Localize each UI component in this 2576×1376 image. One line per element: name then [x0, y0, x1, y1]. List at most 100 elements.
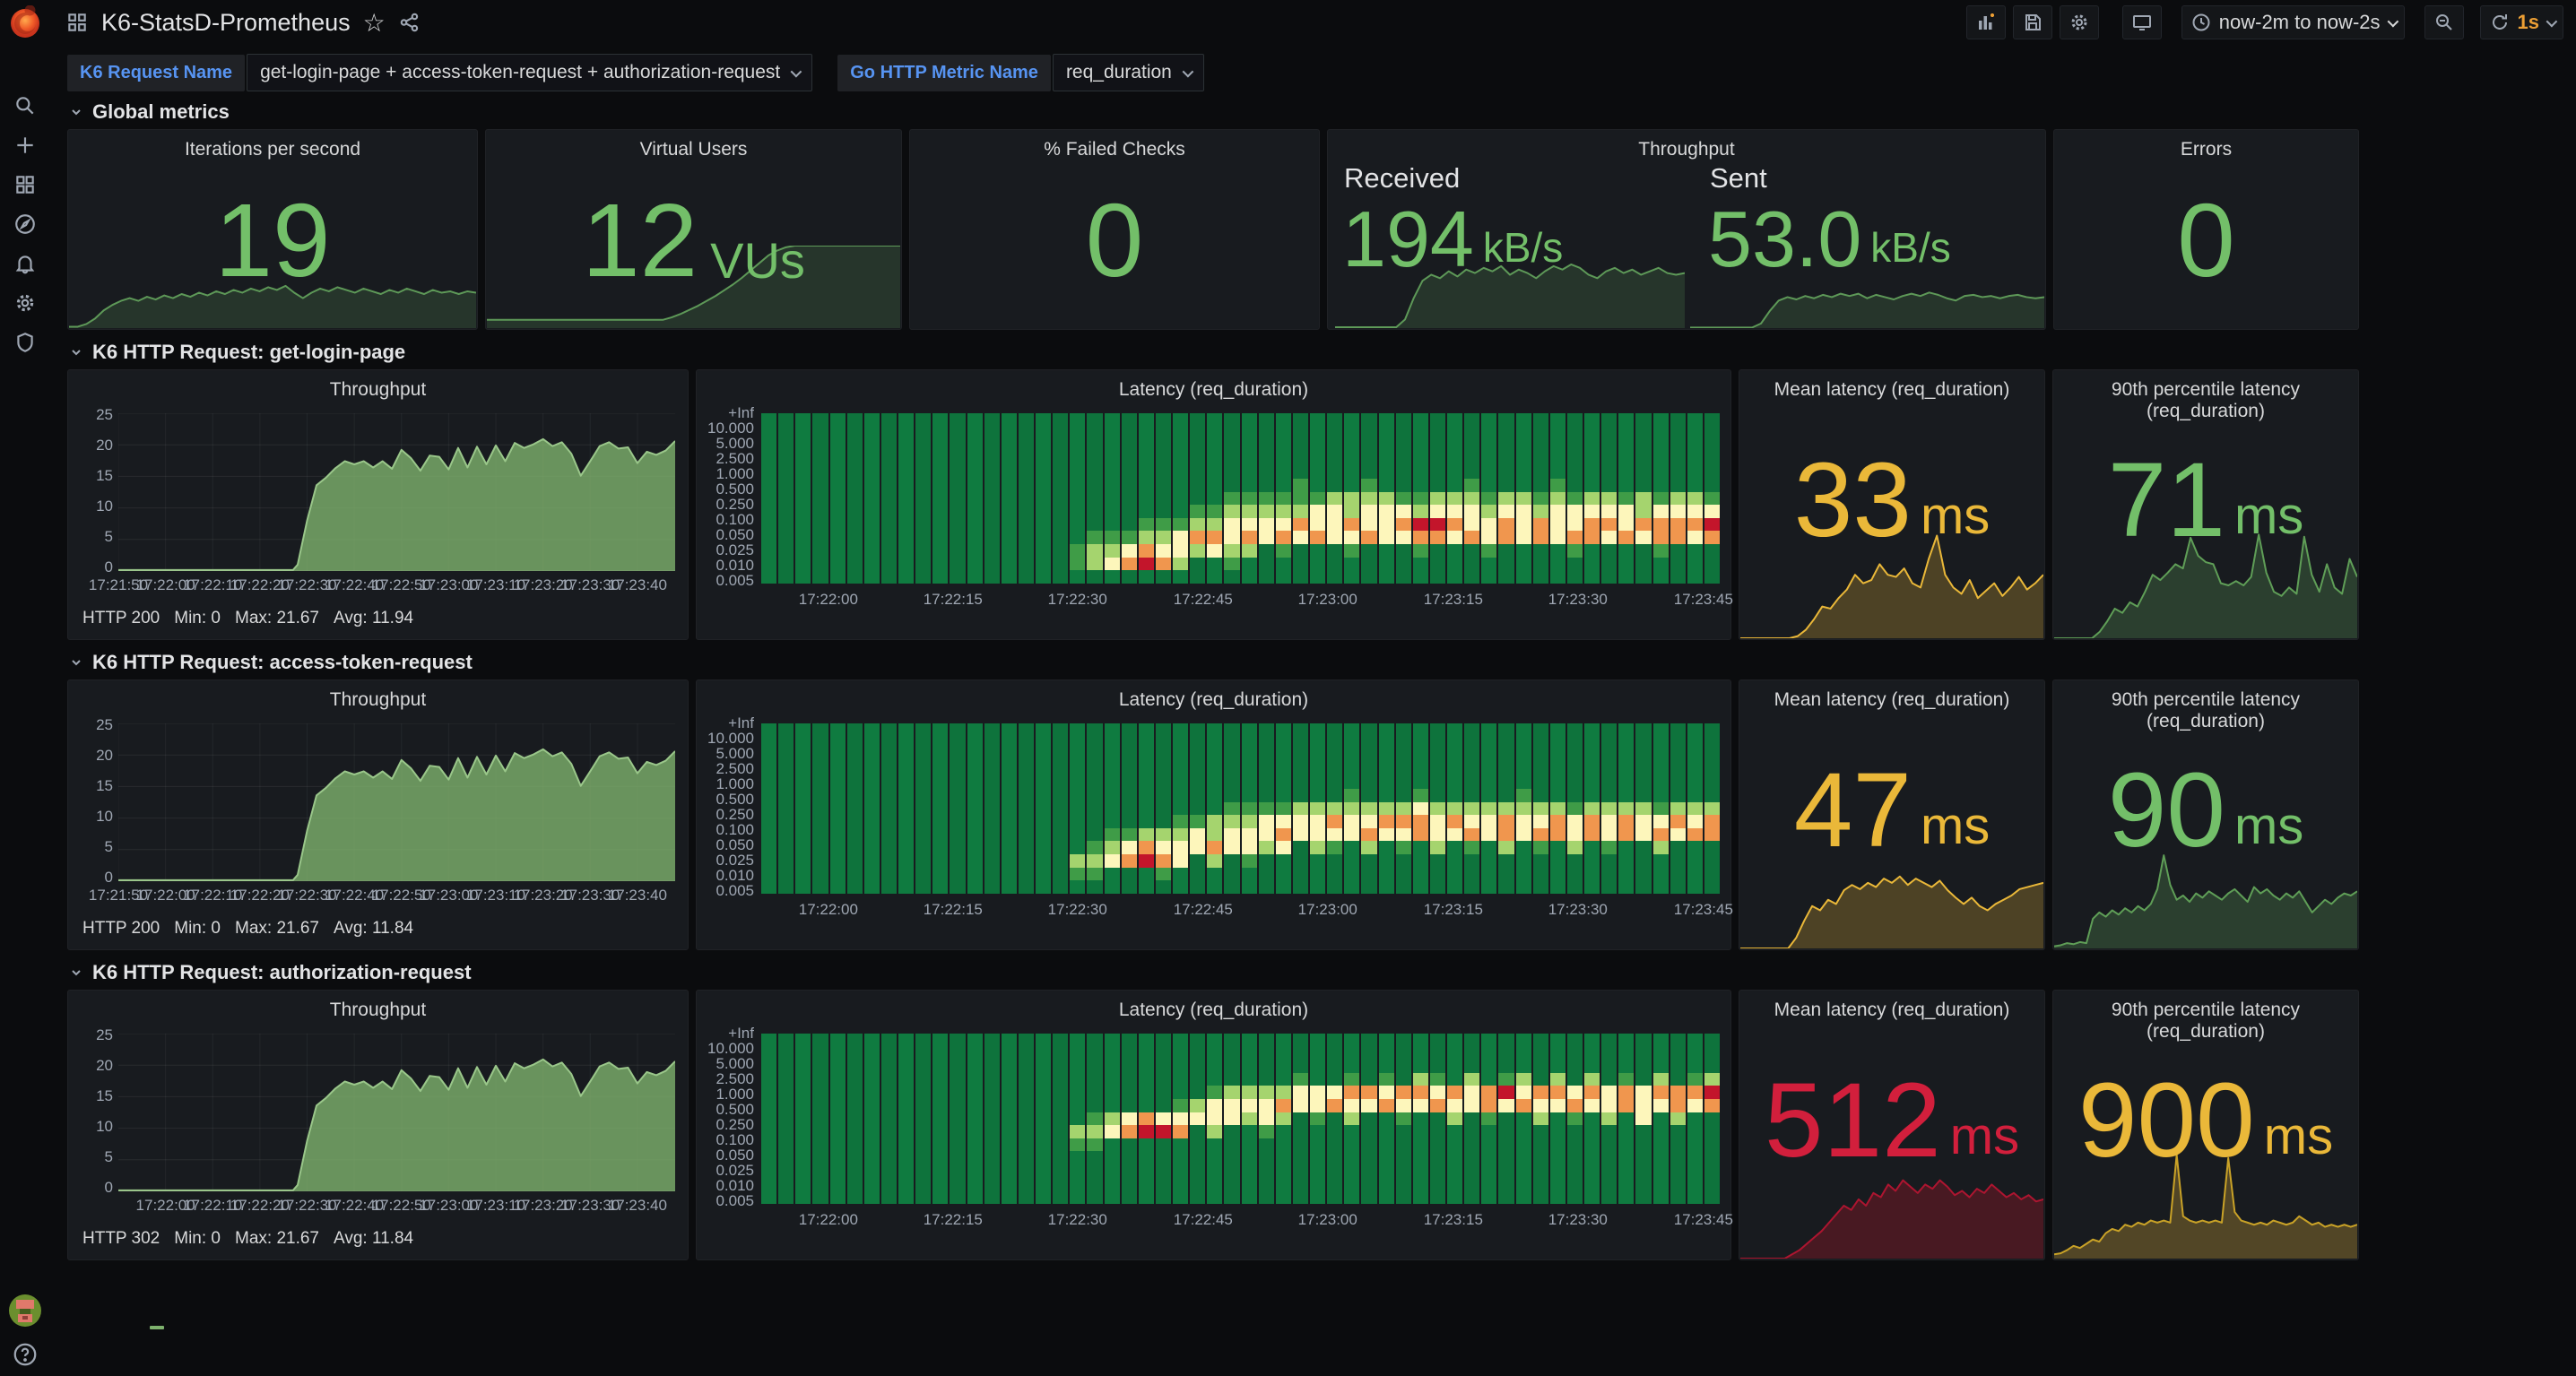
user-avatar[interactable] — [9, 1294, 41, 1327]
bucket-label: +Inf — [728, 1024, 754, 1042]
refresh-button-group[interactable]: 1s — [2479, 5, 2563, 39]
panel-title: Virtual Users — [639, 139, 748, 160]
dashboards-icon[interactable] — [13, 172, 38, 197]
legend-series-name[interactable]: HTTP 200 — [82, 919, 160, 938]
panel-latency-heatmap[interactable]: Latency (req_duration) +Inf 10.000 5.000 2.… — [696, 679, 1733, 950]
stat-unit: ms — [2233, 797, 2304, 855]
time-range-label: now-2m to now-2s — [2218, 11, 2381, 33]
panel-title: Mean latency (req_duration) — [1774, 689, 2010, 710]
server-admin-shield-icon[interactable] — [13, 330, 38, 355]
panel-latency-heatmap[interactable]: Latency (req_duration) +Inf 10.000 5.000 2.… — [696, 990, 1733, 1260]
grafana-logo-icon[interactable] — [7, 4, 43, 41]
star-icon[interactable]: ☆ — [362, 8, 386, 37]
variable-value-k6-request-name[interactable]: get-login-page + access-token-request + … — [247, 54, 813, 91]
chevron-down-icon — [72, 660, 81, 666]
x-tick-label: 17:22:50 — [371, 887, 431, 904]
row-header-label: Global metrics — [92, 100, 230, 123]
bucket-label: 0.050 — [716, 525, 754, 543]
panel-errors[interactable]: Errors 0 — [2053, 129, 2359, 330]
help-icon[interactable] — [12, 1341, 39, 1368]
panel-latency-heatmap[interactable]: Latency (req_duration) +Inf 10.000 5.000 2.… — [696, 369, 1733, 640]
y-tick-label: 25 — [96, 1026, 113, 1043]
legend-min: Min: 0 — [174, 1229, 221, 1248]
row-header-access-token-request[interactable]: K6 HTTP Request: access-token-request — [69, 649, 2359, 676]
stat-unit: ms — [1920, 797, 1991, 855]
x-tick-label: 17:22:30 — [277, 887, 337, 904]
save-dashboard-button[interactable] — [2012, 5, 2052, 39]
top-navbar: K6-StatsD-Prometheus ☆ now-2m to now-2s — [49, 0, 2576, 45]
panel-mean-latency[interactable]: Mean latency (req_duration) 33 ms — [1739, 369, 2045, 640]
dashboard-title[interactable]: K6-StatsD-Prometheus — [101, 8, 351, 36]
bucket-label: 2.500 — [716, 449, 754, 467]
x-tick-label: 17:23:30 — [560, 1197, 620, 1214]
legend-series-name[interactable]: HTTP 302 — [82, 1229, 160, 1248]
stat-value: 71 — [2107, 441, 2225, 559]
chart-legend[interactable]: HTTP 200 Min: 0 Max: 21.67 Avg: 11.94 — [82, 609, 413, 709]
create-plus-icon[interactable] — [13, 133, 38, 158]
panel-iterations-per-second[interactable]: Iterations per second 19 — [67, 129, 478, 330]
x-tick-label: 17:23:45 — [1673, 591, 1733, 608]
add-panel-button[interactable] — [1965, 5, 2006, 39]
variable-label-go-http-metric[interactable]: Go HTTP Metric Name — [837, 54, 1051, 91]
row-header-global-metrics[interactable]: Global metrics — [69, 99, 2359, 125]
x-axis-labels: 17:22:00 17:22:10 17:22:20 17:22:30 17:22:40… — [118, 1197, 675, 1216]
zoom-out-time-button[interactable] — [2424, 5, 2464, 39]
panel-mean-latency[interactable]: Mean latency (req_duration) 512 ms — [1739, 990, 2045, 1260]
bucket-label: 0.005 — [716, 571, 754, 589]
share-icon[interactable] — [398, 11, 421, 34]
x-tick-label: 17:23:00 — [419, 887, 479, 904]
y-tick-label: 10 — [96, 808, 113, 825]
chevron-down-icon — [72, 109, 81, 116]
explore-compass-icon[interactable] — [13, 212, 38, 237]
search-icon[interactable] — [13, 93, 38, 118]
time-range-picker[interactable]: now-2m to now-2s — [2181, 5, 2405, 39]
y-tick-label: 5 — [104, 528, 113, 545]
panel-failed-checks[interactable]: % Failed Checks 0 — [909, 129, 1320, 330]
variable-value-go-http-metric[interactable]: req_duration — [1052, 54, 1204, 91]
bucket-label: 0.005 — [716, 881, 754, 899]
panel-p90-latency[interactable]: 90th percentile latency (req_duration) 9… — [2052, 990, 2359, 1260]
bucket-label: 0.250 — [716, 805, 754, 823]
x-tick-label: 17:23:45 — [1673, 1211, 1733, 1228]
panel-throughput-chart[interactable]: Throughput 25 20 15 10 5 0 17:22:00 17:22:10 17… — [67, 990, 689, 1329]
x-tick-label: 17:22:10 — [183, 576, 243, 593]
bucket-label: 0.250 — [716, 495, 754, 513]
chevron-down-icon — [2546, 15, 2558, 27]
legend-series-name[interactable]: HTTP 200 — [82, 609, 160, 627]
configuration-gear-icon[interactable] — [13, 290, 38, 316]
x-tick-label: 17:22:50 — [371, 1197, 431, 1214]
panel-throughput-chart[interactable]: Throughput 25 20 15 10 5 0 17:21:50 17:22:00 17… — [67, 679, 689, 1019]
dashboard-grid: Global metrics Iterations per second 19 … — [67, 97, 2359, 1329]
panel-global-throughput[interactable]: Throughput Received 194 kB/s Sent 53.0 k… — [1327, 129, 2046, 330]
x-tick-label: 17:21:50 — [88, 576, 149, 593]
dashboard-settings-button[interactable] — [2059, 5, 2099, 39]
cycle-view-mode-button[interactable] — [2121, 5, 2162, 39]
panel-title: Throughput — [329, 1000, 427, 1020]
y-tick-label: 10 — [96, 1118, 113, 1135]
throughput-area-chart — [118, 723, 675, 881]
variable-selected-value: req_duration — [1065, 62, 1172, 82]
chart-legend[interactable]: HTTP 200 Min: 0 Max: 21.67 Avg: 11.84 — [82, 919, 413, 1019]
y-tick-label: 5 — [104, 838, 113, 855]
panel-mean-latency[interactable]: Mean latency (req_duration) 47 ms — [1739, 679, 2045, 950]
bucket-label: 0.250 — [716, 1115, 754, 1133]
row-header-get-login-page[interactable]: K6 HTTP Request: get-login-page — [69, 339, 2359, 366]
panel-p90-latency[interactable]: 90th percentile latency (req_duration) 9… — [2052, 679, 2359, 950]
p90-latency-sparkline — [2054, 532, 2357, 638]
panel-title: Latency (req_duration) — [1118, 689, 1309, 710]
y-tick-label: 15 — [96, 777, 113, 794]
x-tick-label: 17:23:40 — [607, 1197, 667, 1214]
refresh-interval-label[interactable]: 1s — [2517, 11, 2539, 33]
variable-label-k6-request-name[interactable]: K6 Request Name — [67, 54, 246, 91]
bucket-label: 1.000 — [716, 1085, 754, 1103]
panel-throughput-chart[interactable]: Throughput 25 20 15 10 5 0 17:21:50 17:22:00 17… — [67, 369, 689, 709]
chart-legend[interactable]: HTTP 302 Min: 0 Max: 21.67 Avg: 11.84 — [82, 1229, 413, 1329]
row-header-authorization-request[interactable]: K6 HTTP Request: authorization-request — [69, 959, 2359, 986]
alerting-bell-icon[interactable] — [13, 251, 38, 276]
panel-virtual-users[interactable]: Virtual Users 12 VUs — [485, 129, 902, 330]
y-tick-label: 5 — [104, 1148, 113, 1165]
y-tick-label: 25 — [96, 716, 113, 733]
x-tick-label: 17:22:30 — [277, 1197, 337, 1214]
panel-p90-latency[interactable]: 90th percentile latency (req_duration) 7… — [2052, 369, 2359, 640]
